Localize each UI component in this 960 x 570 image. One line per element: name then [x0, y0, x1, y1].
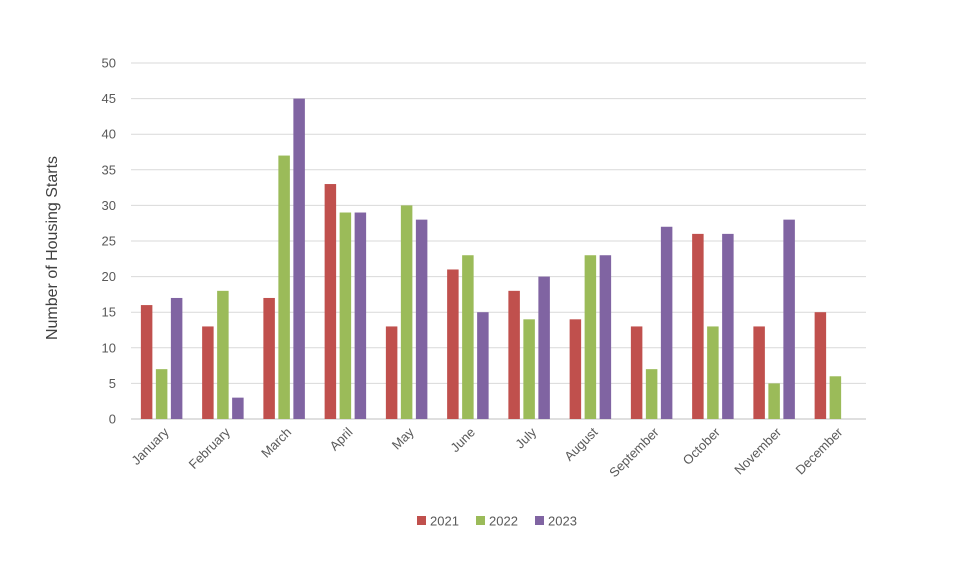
bar-2021-october: [692, 233, 704, 419]
legend-label-2023: 2023: [548, 514, 577, 529]
bar-2022-march: [278, 155, 290, 419]
x-tick-label: June: [447, 425, 478, 456]
bar-2023-january: [170, 297, 183, 419]
bar-2021-august: [569, 319, 582, 419]
bar-2022-may: [400, 205, 413, 419]
bar-2022-january: [155, 369, 168, 419]
bar-2021-june: [447, 269, 459, 419]
bar-2023-april: [354, 212, 367, 419]
x-tick-label: September: [606, 424, 662, 480]
legend-label-2021: 2021: [430, 514, 459, 529]
y-tick-label: 30: [102, 198, 116, 213]
bar-2021-september: [630, 326, 643, 419]
x-tick-label: October: [680, 424, 724, 468]
bar-2023-february: [232, 397, 244, 419]
bar-2021-may: [385, 326, 398, 419]
y-tick-label: 0: [109, 412, 116, 427]
bar-2021-december: [814, 312, 827, 419]
bar-2022-december: [829, 376, 842, 419]
bar-2022-october: [707, 326, 719, 419]
bars: [140, 98, 842, 419]
y-tick-label: 40: [102, 127, 116, 142]
x-tick-label: March: [258, 425, 294, 461]
y-tick-label: 10: [102, 340, 116, 355]
gridlines: [131, 62, 866, 420]
x-tick-label: November: [731, 424, 784, 477]
y-axis-ticks: 0 5 10 15 20 25 30 35 40 45 50: [102, 56, 116, 427]
x-tick-label: April: [326, 424, 355, 453]
bar-2023-october: [722, 233, 734, 419]
y-tick-label: 25: [102, 234, 116, 249]
y-tick-label: 50: [102, 56, 116, 71]
bar-2021-april: [324, 184, 337, 419]
bar-2021-march: [263, 297, 275, 419]
x-tick-label: December: [792, 424, 845, 477]
legend: 2021 2022 2023: [417, 514, 577, 529]
y-tick-label: 35: [102, 162, 116, 177]
y-tick-label: 20: [102, 269, 116, 284]
y-axis-label: Number of Housing Starts: [44, 156, 61, 340]
x-tick-label: May: [389, 424, 417, 452]
x-axis-ticks: January February March April May June July Augu…: [128, 424, 846, 480]
bar-2022-june: [462, 255, 474, 419]
bar-2022-september: [645, 369, 658, 419]
legend-swatch-2022: [476, 516, 485, 525]
y-tick-label: 5: [109, 376, 116, 391]
x-tick-label: August: [561, 424, 600, 463]
bar-2023-may: [415, 219, 428, 419]
bar-2023-august: [599, 255, 612, 419]
bar-2023-july: [538, 276, 550, 419]
legend-label-2022: 2022: [489, 514, 518, 529]
bar-2021-july: [508, 290, 520, 419]
y-tick-label: 15: [102, 305, 116, 320]
x-tick-label: February: [186, 424, 234, 472]
bar-2023-march: [293, 98, 305, 419]
bar-2022-august: [584, 255, 597, 419]
bar-2023-november: [783, 219, 795, 419]
bar-2023-june: [477, 312, 489, 419]
bar-2021-february: [202, 326, 214, 419]
bar-2022-february: [217, 290, 229, 419]
bar-2022-april: [339, 212, 352, 419]
legend-swatch-2021: [417, 516, 426, 525]
legend-swatch-2023: [535, 516, 544, 525]
y-tick-label: 45: [102, 91, 116, 106]
bar-2022-july: [523, 319, 535, 419]
bar-2023-september: [660, 226, 673, 419]
bar-2021-january: [140, 305, 153, 419]
bar-2021-november: [753, 326, 765, 419]
bar-2022-november: [768, 383, 780, 419]
x-tick-label: July: [512, 424, 539, 451]
x-tick-label: January: [128, 424, 172, 468]
